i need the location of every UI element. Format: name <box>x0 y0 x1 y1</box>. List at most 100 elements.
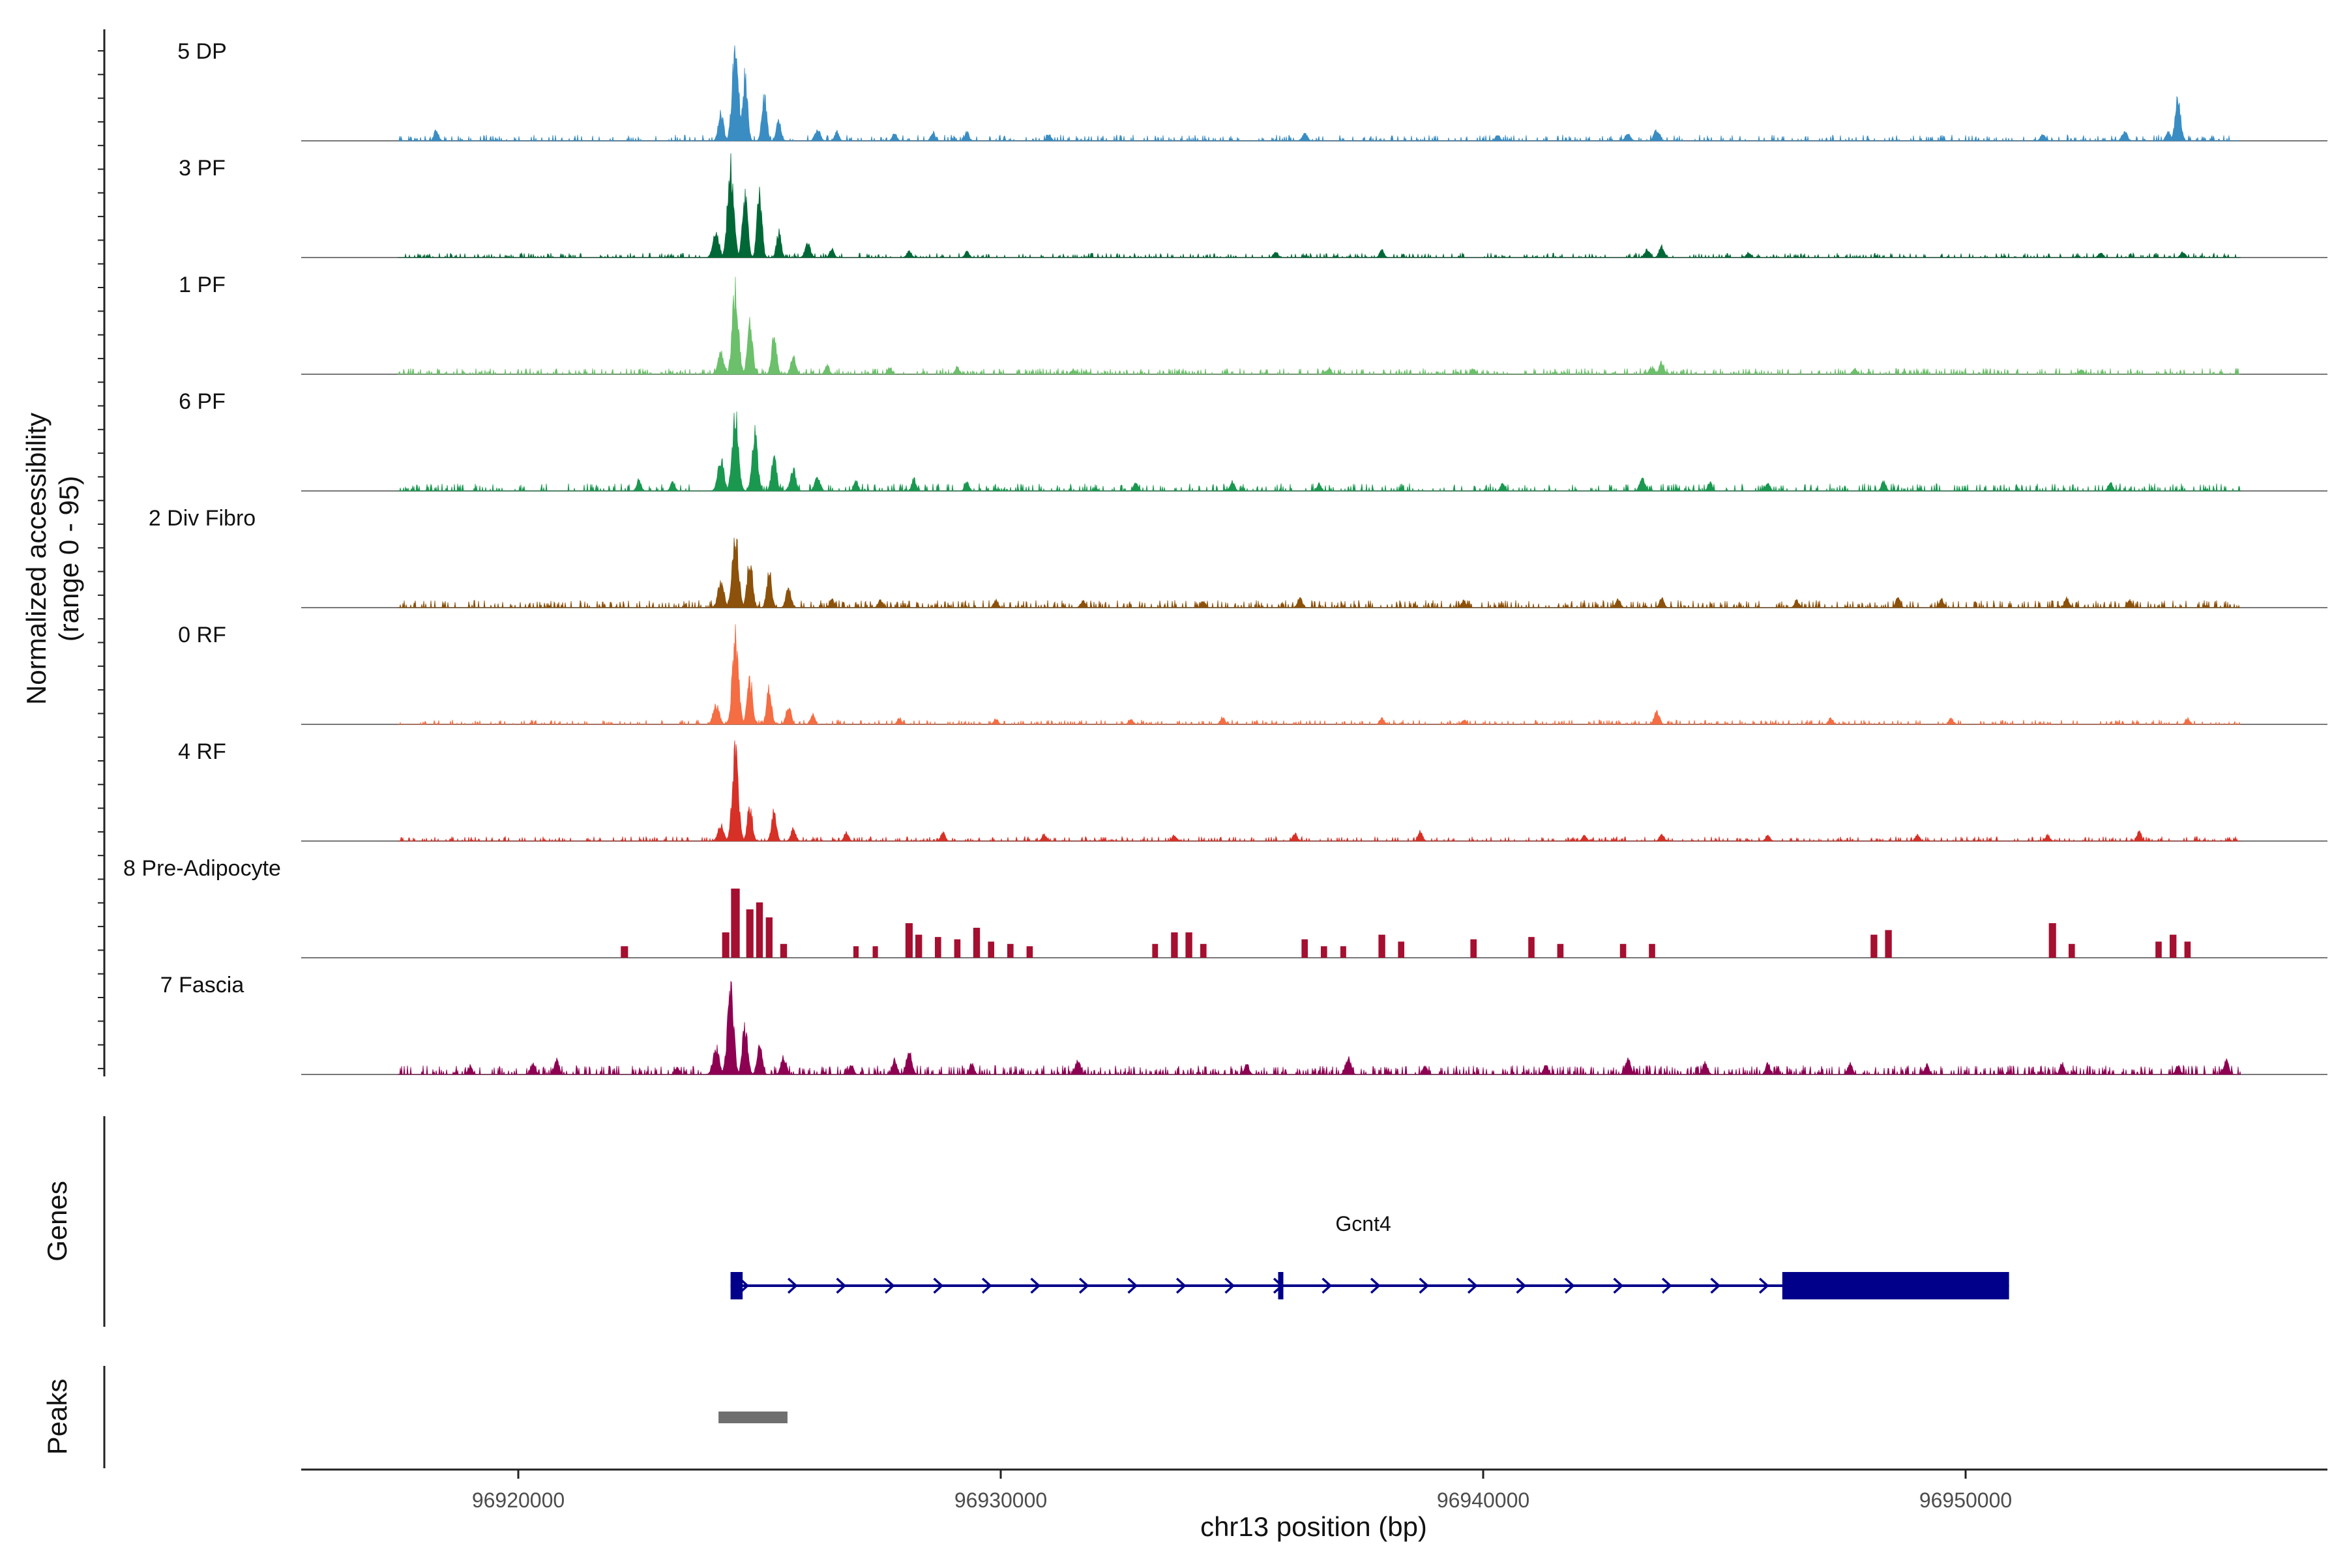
coverage-bar <box>1171 932 1178 958</box>
strand-arrow <box>1613 1277 1624 1294</box>
coverage-bar <box>746 909 754 958</box>
coverage-bar <box>1200 943 1207 958</box>
y-axis-title: Normalized accessibility (range 0 - 95) <box>21 413 84 705</box>
coverage-bar <box>1378 934 1385 958</box>
coverage-bar <box>1007 943 1014 958</box>
y-axis-title-line1: Normalized accessibility <box>21 413 52 705</box>
coverage-axis <box>98 29 106 1076</box>
coverage-bar <box>934 937 941 958</box>
track-label: 2 Div Fibro <box>149 506 256 531</box>
strand-arrow <box>787 1277 798 1294</box>
x-tick-label: 96920000 <box>472 1488 565 1512</box>
strand-arrow <box>1564 1277 1575 1294</box>
coverage-bar <box>2068 943 2075 958</box>
coverage-bar <box>1026 946 1033 958</box>
track-label: 0 RF <box>178 623 226 647</box>
coverage-bar <box>988 941 995 958</box>
track-label: 5 DP <box>177 39 227 64</box>
coverage-bar <box>1870 934 1878 958</box>
peaks-panel: Peaks <box>42 1366 788 1468</box>
coverage-bar <box>731 888 740 958</box>
coverage-bar <box>1185 932 1192 958</box>
gene-exon <box>1278 1272 1284 1299</box>
strand-arrow <box>1370 1277 1381 1294</box>
coverage-bar <box>621 946 628 958</box>
coverage-bar <box>1152 943 1159 958</box>
coverage-area <box>398 624 2241 726</box>
y-axis-title-line2: (range 0 - 95) <box>53 476 84 642</box>
x-tick-label: 96950000 <box>1919 1488 2012 1512</box>
track-2-div-fibro: 2 Div Fibro <box>149 506 2327 609</box>
track-4-rf: 4 RF <box>178 739 2327 842</box>
coverage-bar <box>1528 937 1535 958</box>
coverage-bar <box>1470 939 1477 958</box>
strand-arrow <box>1467 1277 1478 1294</box>
coverage-bar <box>973 928 981 958</box>
strand-arrow <box>884 1277 895 1294</box>
strand-arrow <box>1516 1277 1527 1294</box>
coverage-bar <box>765 917 773 958</box>
track-label: 3 PF <box>179 156 226 181</box>
strand-arrow <box>1321 1277 1333 1294</box>
coverage-area <box>398 411 2241 492</box>
coverage-bar <box>1301 939 1308 958</box>
coverage-bar <box>722 932 730 958</box>
coverage-bar <box>1340 946 1346 958</box>
strand-arrow <box>933 1277 944 1294</box>
track-6-pf: 6 PF <box>179 389 2327 492</box>
track-label: 6 PF <box>179 389 226 414</box>
coverage-bar <box>954 939 961 958</box>
strand-arrow <box>1758 1277 1769 1294</box>
peak-region <box>718 1412 788 1423</box>
x-tick-label: 96940000 <box>1437 1488 1529 1512</box>
coverage-bar <box>1557 943 1564 958</box>
track-label: 1 PF <box>179 273 226 297</box>
strand-arrow <box>1127 1277 1138 1294</box>
coverage-bar <box>1619 943 1627 958</box>
track-label: 8 Pre-Adipocyte <box>123 856 281 881</box>
coverage-area <box>398 276 2241 376</box>
strand-arrow <box>836 1277 847 1294</box>
genes-panel: Genes Gcnt4 <box>42 1116 2009 1327</box>
coverage-bar <box>1398 941 1405 958</box>
strand-arrow <box>1175 1277 1187 1294</box>
track-label: 4 RF <box>178 739 226 764</box>
coverage-area <box>398 981 2241 1076</box>
coverage-area <box>398 740 2241 842</box>
coverage-bar <box>2184 941 2191 958</box>
coverage-bar <box>2155 941 2162 958</box>
coverage-bar <box>780 943 788 958</box>
x-tick-label: 96930000 <box>954 1488 1047 1512</box>
strand-arrow <box>1224 1277 1235 1294</box>
track-label: 7 Fascia <box>160 973 244 998</box>
coverage-bar <box>853 946 859 958</box>
strand-arrow <box>1078 1277 1089 1294</box>
track-3-pf: 3 PF <box>179 153 2327 259</box>
gene-exon-large <box>1782 1272 2009 1299</box>
coverage-bar <box>1320 946 1327 958</box>
track-7-fascia: 7 Fascia <box>160 973 2327 1076</box>
coverage-tracks: 5 DP 3 PF 1 PF 6 PF 2 Div Fibro 0 RF 4 RF 8 Pre… <box>123 39 2327 1076</box>
track-8-pre-adipocyte: 8 Pre-Adipocyte <box>123 856 2327 958</box>
gene-label: Gcnt4 <box>1335 1212 1391 1235</box>
coverage-bar <box>2048 923 2056 958</box>
track-0-rf: 0 RF <box>178 623 2327 726</box>
coverage-bar <box>756 902 763 958</box>
coverage-bar <box>1649 943 1655 958</box>
track-5-dp: 5 DP <box>177 39 2327 142</box>
coverage-bar <box>1885 930 1892 958</box>
coverage-bar <box>915 934 923 958</box>
strand-arrow <box>1661 1277 1672 1294</box>
x-axis: chr13 position (bp) 96920000 96930000 9694… <box>301 1468 2327 1542</box>
coverage-area <box>398 45 2241 142</box>
track-1-pf: 1 PF <box>179 273 2327 376</box>
coverage-area <box>398 153 2241 259</box>
x-axis-title: chr13 position (bp) <box>1200 1511 1427 1542</box>
genes-track-label: Genes <box>42 1181 72 1262</box>
peaks-track-label: Peaks <box>42 1379 72 1455</box>
strand-arrow <box>1030 1277 1041 1294</box>
strand-arrow <box>981 1277 992 1294</box>
coverage-bar <box>905 923 913 958</box>
